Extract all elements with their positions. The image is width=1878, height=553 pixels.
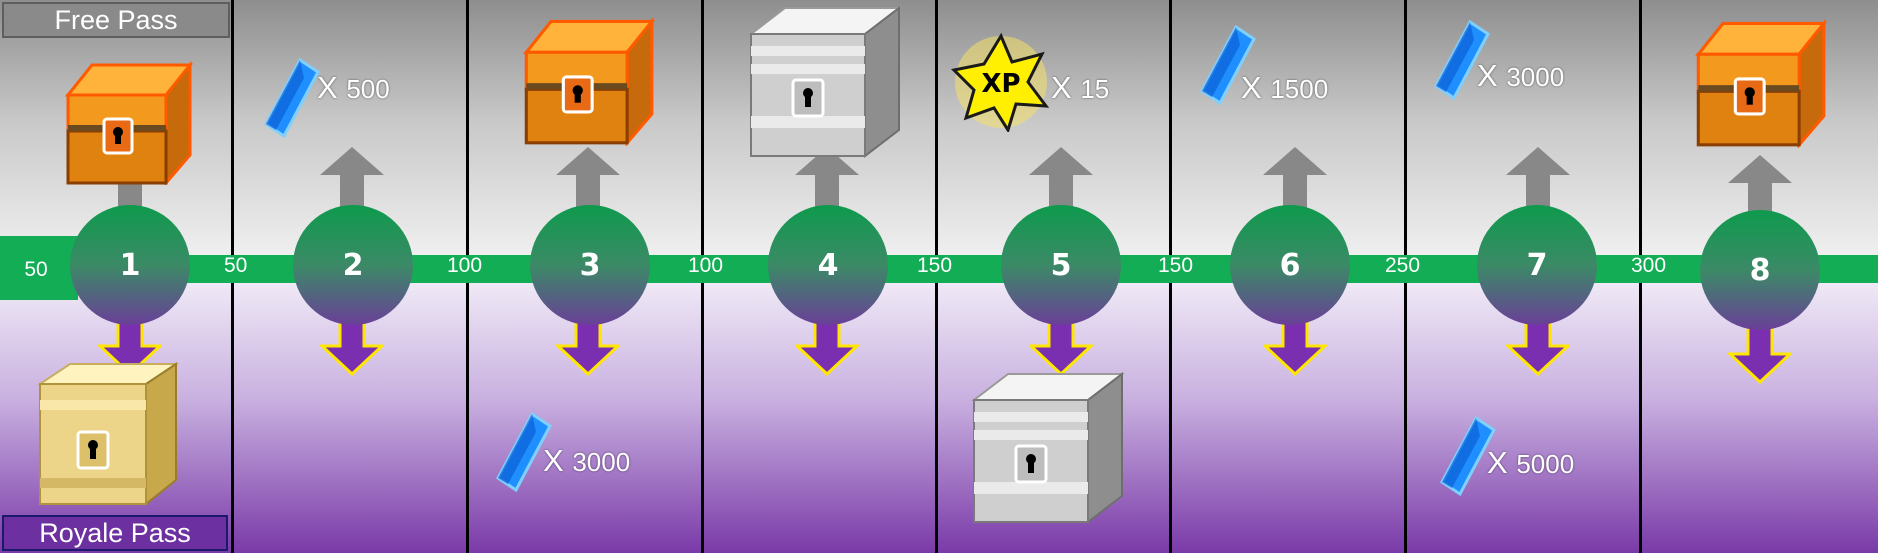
arrow-down-icon xyxy=(1506,318,1570,376)
arrow-up-icon xyxy=(320,147,384,219)
wooden-chest-icon[interactable] xyxy=(1688,12,1830,148)
blue-crystal-icon[interactable] xyxy=(494,400,554,504)
blue-crystal-icon[interactable] xyxy=(262,58,322,138)
blue-crystal-icon[interactable] xyxy=(1198,25,1258,105)
tier-cost-2: 100 xyxy=(447,254,483,277)
arrow-up-icon xyxy=(1263,147,1327,219)
arrow-down-icon xyxy=(795,318,859,376)
free-pass-tab[interactable]: Free Pass xyxy=(2,2,230,38)
arrow-down-icon xyxy=(1728,326,1792,384)
tier-cost-6: 250 xyxy=(1385,254,1421,277)
reward-quantity: X 5000 xyxy=(1487,445,1575,480)
royale-pass-tab[interactable]: Royale Pass xyxy=(2,515,228,551)
silver-chest-icon[interactable] xyxy=(968,370,1126,525)
tier-cost-4: 150 xyxy=(917,254,953,277)
tier-node-5[interactable]: 5 xyxy=(1001,205,1121,325)
reward-quantity: X 15 xyxy=(1051,70,1110,105)
arrow-up-icon xyxy=(795,147,859,219)
arrow-down-icon xyxy=(320,318,384,376)
start-cost-label: 50 xyxy=(24,258,48,281)
arrow-down-icon xyxy=(1029,318,1093,376)
xp-star-icon[interactable]: XP xyxy=(948,32,1054,132)
arrow-down-icon xyxy=(556,318,620,376)
arrow-up-icon xyxy=(1506,147,1570,219)
tier-cost-5: 150 xyxy=(1158,254,1194,277)
arrow-up-icon xyxy=(1029,147,1093,219)
reward-quantity: X 500 xyxy=(317,70,390,105)
blue-crystal-icon[interactable] xyxy=(1432,20,1492,100)
silver-chest-icon[interactable] xyxy=(745,4,903,159)
tier-node-1[interactable]: 1 xyxy=(70,205,190,325)
tier-cost-3: 100 xyxy=(688,254,724,277)
reward-quantity: X 3000 xyxy=(543,443,631,478)
tier-node-4[interactable]: 4 xyxy=(768,205,888,325)
tier-cost-7: 300 xyxy=(1631,254,1667,277)
tier-node-2[interactable]: 2 xyxy=(293,205,413,325)
start-marker xyxy=(0,236,78,300)
wooden-chest-icon[interactable] xyxy=(516,10,658,146)
arrow-up-icon xyxy=(556,147,620,219)
blue-crystal-icon[interactable] xyxy=(1438,404,1498,508)
tier-node-7[interactable]: 7 xyxy=(1477,205,1597,325)
arrow-down-icon xyxy=(1263,318,1327,376)
golden-chest-icon[interactable] xyxy=(34,360,180,508)
svg-text:XP: XP xyxy=(981,69,1020,99)
tier-cost-1: 50 xyxy=(224,254,248,277)
tier-node-8[interactable]: 8 xyxy=(1700,210,1820,330)
arrow-up-icon xyxy=(1728,155,1792,227)
reward-quantity: X 3000 xyxy=(1477,58,1565,93)
tier-node-3[interactable]: 3 xyxy=(530,205,650,325)
tier-column-6 xyxy=(1172,0,1407,553)
reward-quantity: X 1500 xyxy=(1241,70,1329,105)
wooden-chest-icon[interactable] xyxy=(58,55,196,185)
tier-node-6[interactable]: 6 xyxy=(1230,205,1350,325)
